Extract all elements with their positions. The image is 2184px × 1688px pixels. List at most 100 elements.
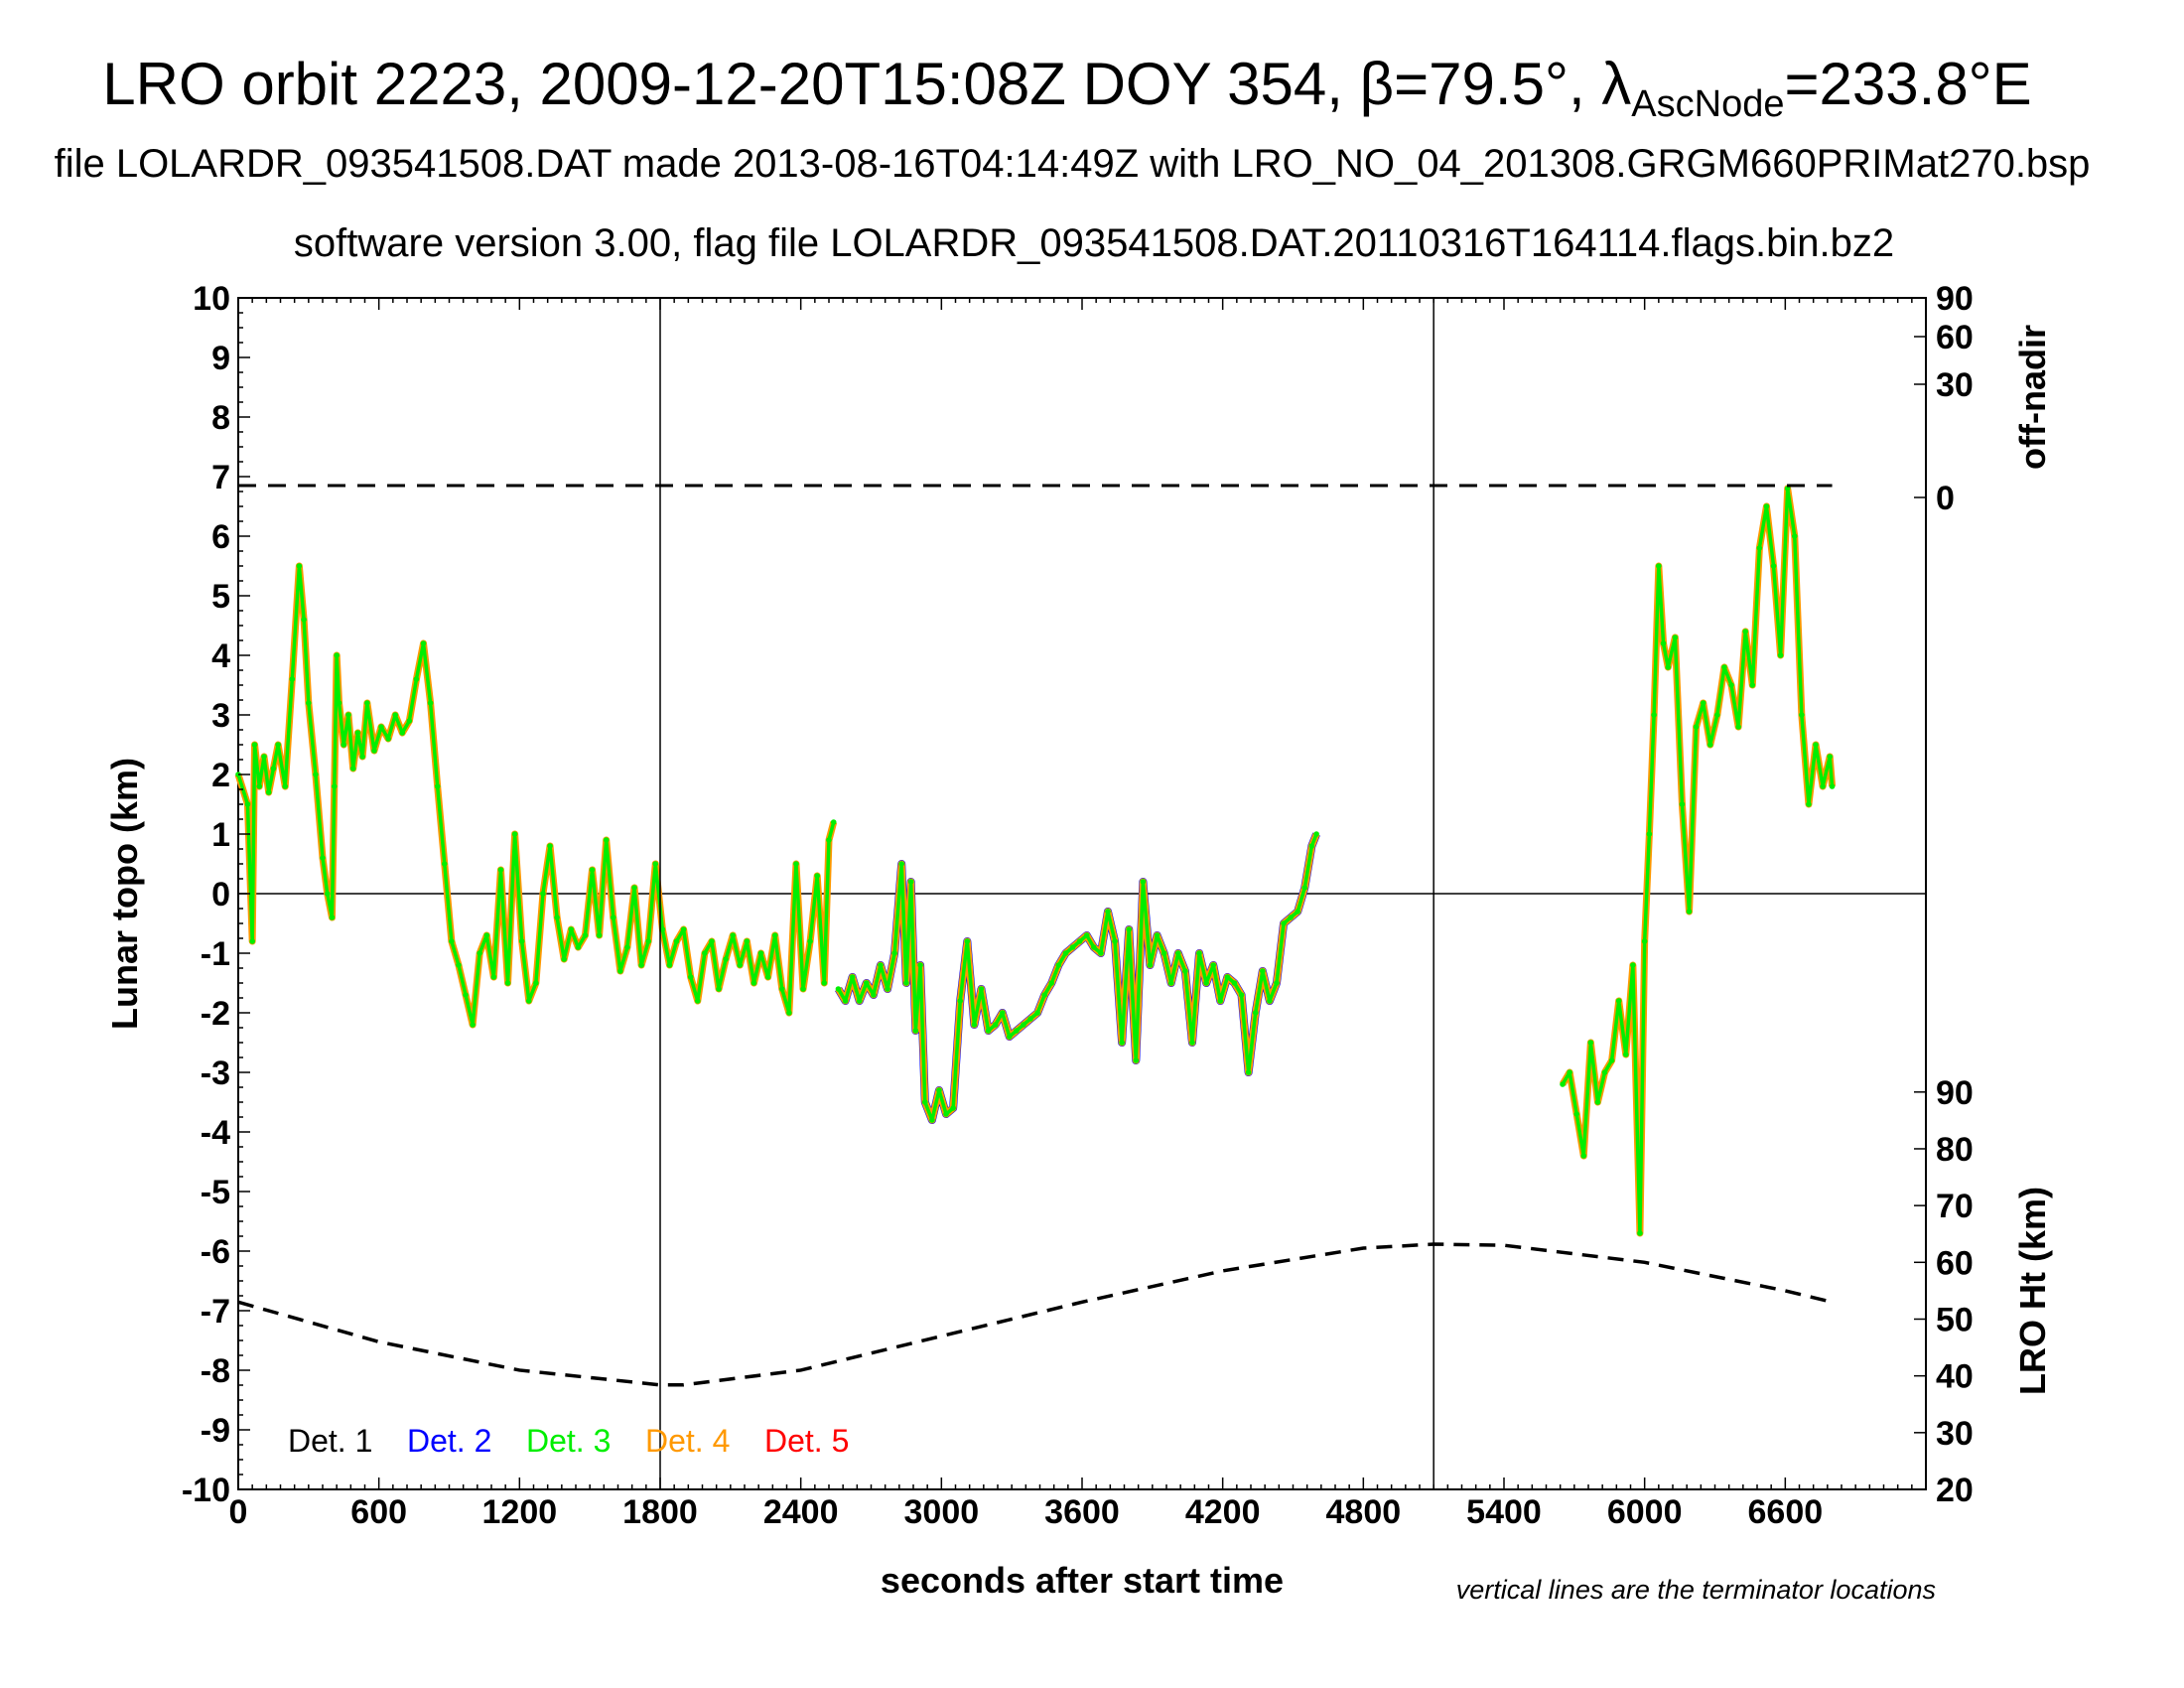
topo-trace-det3 <box>1561 487 1835 1235</box>
topo-point <box>1637 1230 1643 1236</box>
topo-point <box>244 801 251 807</box>
topo-point <box>830 819 837 825</box>
x-tick-label: 4200 <box>1185 1493 1261 1531</box>
topo-point <box>814 873 820 879</box>
topo-point <box>1069 944 1076 950</box>
topo-point <box>638 962 644 968</box>
topo-point <box>922 1099 928 1105</box>
topo-point <box>1770 563 1777 569</box>
topo-point <box>807 938 813 944</box>
topo-point <box>313 772 319 777</box>
topo-point <box>349 766 356 772</box>
topo-point <box>1646 831 1653 837</box>
topo-point <box>826 837 832 843</box>
x-tick-label: 1800 <box>622 1493 698 1531</box>
topo-point <box>449 938 455 944</box>
y-tick-label: -4 <box>201 1114 230 1152</box>
topo-point <box>786 1010 792 1016</box>
topo-point <box>652 861 659 867</box>
x-tick-label: 3000 <box>904 1493 980 1531</box>
x-tick-label: 6000 <box>1607 1493 1683 1531</box>
topo-point <box>296 563 303 569</box>
topo-point <box>371 748 377 754</box>
topo-point <box>778 986 785 992</box>
topo-point <box>1594 1099 1601 1105</box>
topo-point <box>582 932 589 938</box>
topo-point <box>744 938 751 944</box>
topo-point <box>631 885 637 891</box>
topo-trace-det3 <box>236 564 836 1027</box>
height-tick-label: 60 <box>1936 1244 1974 1282</box>
y-tick-label: 6 <box>211 518 230 556</box>
legend-entry: Det. 5 <box>764 1423 849 1459</box>
topo-point <box>659 926 666 932</box>
y-tick-label: -6 <box>201 1233 230 1271</box>
y-tick-label: 3 <box>211 697 230 735</box>
topo-point <box>610 914 616 920</box>
topo-point <box>1288 914 1294 920</box>
topo-point <box>716 986 722 992</box>
topo-point <box>842 998 849 1004</box>
topo-point <box>561 956 567 962</box>
topo-point <box>1154 932 1160 938</box>
y-tick-label: -9 <box>201 1412 230 1450</box>
topo-point <box>1007 1034 1013 1040</box>
x-axis-label: seconds after start time <box>881 1560 1284 1601</box>
topo-point <box>1660 640 1667 646</box>
topo-point <box>694 998 701 1004</box>
topo-point <box>470 1022 476 1028</box>
topo-point <box>1721 664 1727 670</box>
topo-point <box>849 974 856 980</box>
topo-point <box>1573 1111 1579 1117</box>
topography-points <box>234 485 1837 1237</box>
topo-point <box>957 998 964 1004</box>
topo-point <box>1203 980 1209 986</box>
off-nadir-tick-label: 30 <box>1936 366 1974 404</box>
topo-point <box>329 914 336 920</box>
topo-point <box>533 980 539 986</box>
off-nadir-tick-label: 0 <box>1936 480 1955 517</box>
topo-point <box>392 712 398 718</box>
topo-point <box>320 855 326 861</box>
height-tick-label: 40 <box>1936 1358 1974 1396</box>
topo-point <box>1105 909 1111 914</box>
x-tick-label: 1200 <box>482 1493 558 1531</box>
topo-point <box>261 754 267 760</box>
topo-point <box>1829 783 1836 789</box>
topo-point <box>441 861 448 867</box>
topo-point <box>1784 486 1791 492</box>
topo-point <box>359 754 365 760</box>
topo-point <box>1238 992 1245 998</box>
topo-point <box>1756 545 1763 551</box>
topo-point <box>413 676 420 682</box>
chart-title: LRO orbit 2223, 2009-12-20T15:08Z DOY 35… <box>102 51 2031 125</box>
topo-point <box>1147 962 1154 968</box>
topo-point <box>1210 962 1217 968</box>
topo-point <box>992 1022 999 1028</box>
legend-entry: Det. 4 <box>645 1423 730 1459</box>
chart-title-subscript: AscNode <box>1631 83 1784 125</box>
topo-point <box>687 974 694 980</box>
y-tick-label: 5 <box>211 578 230 616</box>
topo-point <box>929 1117 935 1123</box>
topo-point <box>1260 968 1266 974</box>
topo-point <box>483 932 490 938</box>
y-tick-label: -3 <box>201 1055 230 1092</box>
topo-trace-det4 <box>835 832 1320 1124</box>
y-tick-label: 0 <box>211 876 230 914</box>
topo-point <box>1196 950 1202 956</box>
topo-point <box>456 962 462 968</box>
topo-point <box>378 724 384 730</box>
topo-point <box>863 980 870 986</box>
legend-entry: Det. 3 <box>526 1423 611 1459</box>
height-axis-label: LRO Ht (km) <box>2012 1187 2053 1395</box>
y-tick-label: 1 <box>211 816 230 854</box>
topo-point <box>800 986 806 992</box>
topo-point <box>1813 742 1819 748</box>
topo-point <box>1615 998 1622 1004</box>
height-tick-label: 80 <box>1936 1131 1974 1169</box>
topo-point <box>871 992 877 998</box>
topo-point <box>878 962 884 968</box>
topo-point <box>891 950 897 956</box>
topo-point <box>1133 1057 1140 1063</box>
